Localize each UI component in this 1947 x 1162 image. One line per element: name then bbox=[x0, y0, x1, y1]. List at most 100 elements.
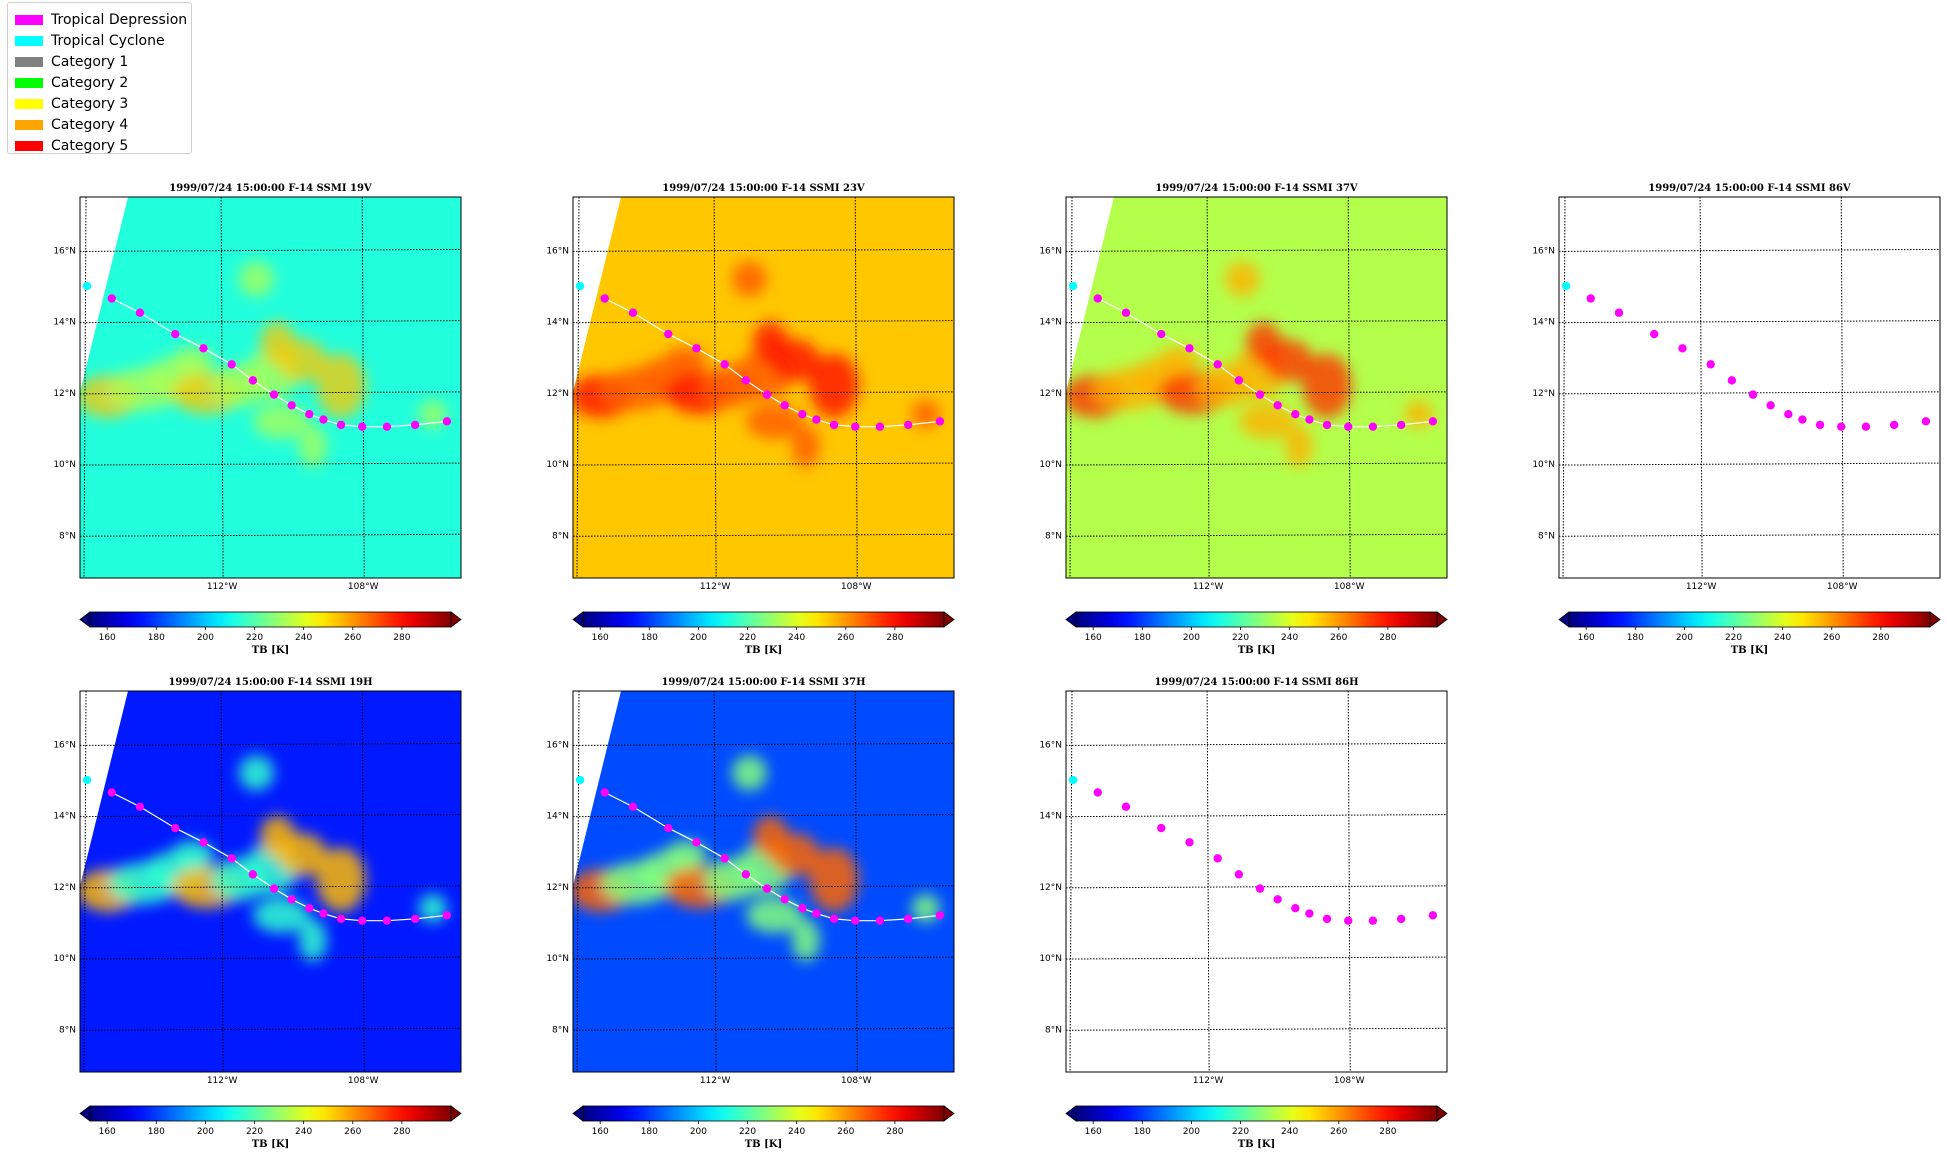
colorbar-min-extend bbox=[572, 1105, 584, 1122]
colorbar-tick-label: 180 bbox=[1627, 633, 1644, 643]
lon-tick-label: 112°W bbox=[1193, 582, 1224, 592]
legend-item: Category 2 bbox=[8, 72, 191, 93]
rain-cell bbox=[298, 424, 327, 468]
rain-cell bbox=[752, 815, 789, 859]
lat-tick-label: 10°N bbox=[53, 460, 76, 470]
panel-frame bbox=[1558, 196, 1941, 579]
brightness-field bbox=[573, 691, 954, 1072]
track-point bbox=[1157, 329, 1166, 339]
colorbar-tick-label: 240 bbox=[1774, 633, 1791, 643]
lat-gridline bbox=[572, 462, 955, 466]
legend-label: Category 5 bbox=[51, 137, 129, 154]
lat-tick-label: 14°N bbox=[546, 318, 569, 328]
lat-gridline bbox=[79, 391, 462, 395]
track-point bbox=[171, 823, 180, 833]
panel-frame bbox=[572, 690, 955, 1073]
rain-cell bbox=[259, 321, 296, 365]
rainband bbox=[80, 261, 447, 468]
swath-gap bbox=[573, 197, 621, 392]
colorbar-tick-label: 220 bbox=[739, 633, 756, 643]
lat-gridline bbox=[572, 956, 955, 960]
legend-swatch bbox=[15, 14, 43, 25]
panel-frame bbox=[1065, 196, 1448, 579]
rain-cell bbox=[1238, 403, 1296, 440]
track-point bbox=[798, 904, 807, 913]
track-point bbox=[875, 916, 885, 925]
lon-tick-label: 108°W bbox=[1334, 582, 1365, 592]
brightness-field bbox=[1066, 197, 1447, 578]
lon-tick-label: 112°W bbox=[700, 582, 731, 592]
track-point bbox=[107, 788, 116, 797]
lat-gridline bbox=[1065, 956, 1448, 960]
track-point bbox=[741, 376, 751, 385]
lat-gridline bbox=[1065, 320, 1448, 324]
colorbar-tick-label: 200 bbox=[1183, 633, 1200, 643]
rain-cell bbox=[1302, 353, 1352, 418]
lat-gridline bbox=[572, 320, 955, 324]
track-point bbox=[248, 870, 258, 879]
track-point bbox=[1396, 914, 1406, 924]
swath-gap bbox=[1066, 197, 1114, 392]
lat-tick-label: 12°N bbox=[1532, 389, 1555, 399]
legend-item: Category 4 bbox=[8, 114, 191, 135]
rain-cell bbox=[791, 424, 820, 468]
colorbar-tick-label: 280 bbox=[393, 633, 410, 643]
lon-gridline bbox=[576, 196, 580, 579]
colorbar: 160 180 200 220 240 260 280 TB [K] bbox=[572, 1105, 955, 1150]
colorbar-tick-label: 260 bbox=[1330, 633, 1347, 643]
track-point bbox=[1234, 870, 1244, 879]
colorbar-tick-label: 220 bbox=[1232, 633, 1249, 643]
legend-label: Category 3 bbox=[51, 95, 129, 112]
rain-cell bbox=[1284, 424, 1313, 468]
track-point bbox=[1305, 415, 1314, 424]
swath-gap bbox=[80, 691, 128, 886]
graticule bbox=[1065, 690, 1448, 1073]
lon-tick-label: 112°W bbox=[207, 1076, 238, 1086]
lat-tick-label: 12°N bbox=[546, 389, 569, 399]
colorbar-min-extend bbox=[79, 611, 91, 628]
lat-gridline bbox=[572, 742, 955, 746]
colorbar-tick-label: 280 bbox=[1872, 633, 1889, 643]
lat-gridline bbox=[1065, 814, 1448, 818]
track-point bbox=[1784, 410, 1793, 419]
brightness-field bbox=[80, 197, 461, 578]
colorbar-tick-label: 260 bbox=[1330, 1127, 1347, 1137]
colorbar-tick-label: 160 bbox=[99, 1127, 116, 1137]
track-point bbox=[1068, 775, 1078, 785]
track-point bbox=[1368, 916, 1378, 925]
track-point bbox=[829, 420, 839, 430]
track-point bbox=[1428, 417, 1438, 426]
colorbar-max-extend bbox=[943, 1105, 955, 1122]
colorbar-min-extend bbox=[79, 1105, 91, 1122]
panel-title: 1999/07/24 15:00:00 F-14 SSMI 19V bbox=[169, 183, 372, 194]
track-point bbox=[1322, 420, 1332, 430]
lon-tick-label: 112°W bbox=[700, 1076, 731, 1086]
track-point bbox=[1157, 823, 1166, 833]
lon-gridline bbox=[1347, 690, 1351, 1073]
map-panel: 1999/07/24 15:00:00 F-14 SSMI 19H 8°N 10°N… bbox=[53, 677, 462, 1150]
colorbar-tick-label: 220 bbox=[1725, 633, 1742, 643]
legend: Tropical Depression Tropical Cyclone Cat… bbox=[7, 2, 192, 154]
lat-tick-label: 10°N bbox=[53, 954, 76, 964]
lat-tick-label: 12°N bbox=[1039, 389, 1062, 399]
lat-gridline bbox=[1065, 1027, 1448, 1031]
track-point bbox=[1368, 422, 1378, 431]
lat-tick-label: 16°N bbox=[53, 740, 76, 750]
colorbar-tick-label: 200 bbox=[690, 1127, 707, 1137]
colorbar-label: TB [K] bbox=[252, 1139, 290, 1150]
lat-gridline bbox=[1558, 320, 1941, 324]
rain-cell bbox=[745, 403, 803, 440]
lon-gridline bbox=[220, 196, 224, 579]
track-point bbox=[107, 294, 116, 303]
track-point bbox=[248, 376, 258, 385]
rainband bbox=[573, 755, 940, 962]
rain-cell bbox=[238, 261, 275, 297]
colorbar-max-extend bbox=[1436, 1105, 1448, 1122]
panel-frame bbox=[79, 690, 462, 1073]
panel-title: 1999/07/24 15:00:00 F-14 SSMI 23V bbox=[662, 183, 865, 194]
rain-cell bbox=[316, 353, 366, 418]
lat-tick-label: 10°N bbox=[1532, 460, 1555, 470]
rain-cell bbox=[809, 847, 859, 912]
lon-gridline bbox=[1699, 196, 1703, 579]
lat-gridline bbox=[79, 814, 462, 818]
